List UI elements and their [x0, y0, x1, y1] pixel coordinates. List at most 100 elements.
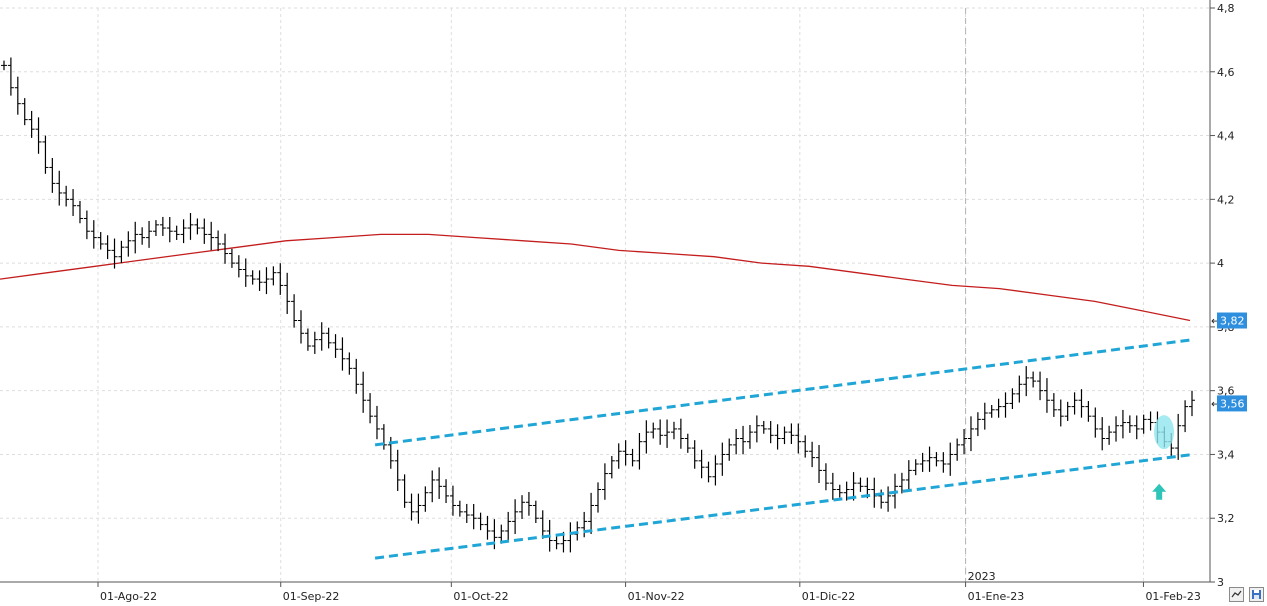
price-bar	[519, 495, 526, 519]
price-bar	[933, 452, 940, 467]
price-bar	[809, 441, 816, 468]
price-bar	[760, 420, 767, 434]
price-bar	[173, 225, 180, 240]
price-bar	[595, 482, 601, 513]
price-bar	[802, 435, 809, 458]
price-bar	[373, 405, 380, 440]
chart-settings-icon	[1231, 590, 1242, 598]
price-bar	[1119, 409, 1126, 439]
price-bar	[256, 270, 263, 291]
price-bar	[263, 267, 270, 295]
y-tick-label: 4,6	[1217, 66, 1235, 79]
price-bar	[988, 405, 995, 418]
price-bar	[664, 419, 671, 448]
price-bar	[208, 221, 215, 251]
price-bar	[298, 310, 304, 344]
price-bar	[1085, 401, 1092, 422]
price-bar	[83, 210, 90, 240]
price-bar	[76, 200, 83, 224]
price-bar	[677, 418, 684, 449]
chart-settings-button[interactable]	[1229, 587, 1244, 602]
price-bar	[781, 426, 788, 445]
price-bar	[194, 218, 201, 235]
price-bar	[670, 421, 677, 440]
price-bar	[836, 484, 843, 498]
price-bar	[954, 438, 961, 461]
price-badge: ← 3,56	[1211, 395, 1247, 412]
price-bar	[456, 500, 463, 517]
price-bar	[498, 524, 505, 544]
price-bar	[698, 449, 705, 479]
price-bar	[401, 474, 408, 508]
price-bar	[139, 227, 146, 245]
price-bar	[1147, 411, 1154, 431]
price-bar	[463, 503, 470, 523]
price-bar	[1002, 392, 1009, 418]
price-bar	[643, 420, 650, 454]
price-bar	[408, 493, 415, 521]
price-badge-label: 3,56	[1220, 397, 1245, 410]
price-bar	[1030, 371, 1037, 388]
y-tick-label: 4,2	[1217, 193, 1235, 206]
price-bar	[788, 423, 795, 445]
price-bar	[63, 185, 70, 207]
price-bar	[1023, 366, 1030, 397]
save-icon	[1252, 590, 1261, 599]
lower-channel-line	[374, 452, 1194, 560]
x-tick-label: 01-Sep-22	[283, 590, 340, 603]
price-bar	[629, 448, 636, 467]
price-bar-series	[1, 57, 1195, 553]
price-bar	[28, 110, 35, 138]
price-bar	[1133, 415, 1140, 440]
price-badge-label: 3,82	[1220, 315, 1245, 328]
price-bar	[346, 352, 353, 375]
price-bar	[712, 455, 719, 486]
price-bar	[705, 461, 712, 483]
trendline-group	[374, 338, 1194, 560]
price-bar	[104, 235, 111, 260]
price-bar	[14, 76, 21, 115]
year-label: 2023	[968, 570, 996, 583]
upper-channel-line	[374, 338, 1194, 447]
price-bar	[180, 219, 187, 244]
price-bar	[325, 327, 332, 349]
price-bar	[304, 328, 311, 351]
x-tick-label: 01-Oct-22	[453, 590, 508, 603]
price-bar	[42, 135, 49, 174]
price-bar	[1113, 416, 1120, 442]
price-bar	[753, 415, 760, 443]
y-axis-ticks: 4,84,64,44,243,83,63,43,23	[1210, 2, 1235, 589]
price-badge-box	[1217, 395, 1247, 412]
price-bar	[291, 294, 298, 328]
price-bar	[919, 452, 926, 472]
price-bar	[90, 220, 97, 249]
price-badge: ← 3,82	[1211, 312, 1247, 329]
moving-average-line	[0, 233, 1191, 322]
price-bar	[947, 442, 954, 476]
price-bar	[981, 402, 988, 430]
price-bar	[532, 500, 539, 524]
price-badge-box	[1217, 312, 1247, 329]
price-bar	[774, 424, 781, 450]
price-bar	[311, 331, 318, 354]
price-bar	[394, 449, 401, 492]
price-bar	[1043, 378, 1050, 413]
price-bar	[332, 334, 339, 358]
price-bar	[1009, 388, 1016, 409]
price-bar	[353, 358, 360, 394]
price-bar	[132, 221, 139, 254]
y-tick-label: 4,8	[1217, 2, 1235, 15]
price-bar	[360, 371, 367, 413]
price-bar	[636, 432, 643, 470]
price-bar	[35, 117, 42, 154]
price-bar	[719, 442, 726, 476]
price-bar	[277, 263, 284, 295]
price-bar	[201, 218, 208, 244]
price-bar	[284, 272, 291, 314]
price-bar	[905, 460, 912, 491]
price-bar	[795, 423, 802, 454]
save-button[interactable]	[1249, 587, 1264, 602]
price-bar	[422, 486, 429, 512]
moving-average-series	[0, 233, 1191, 322]
